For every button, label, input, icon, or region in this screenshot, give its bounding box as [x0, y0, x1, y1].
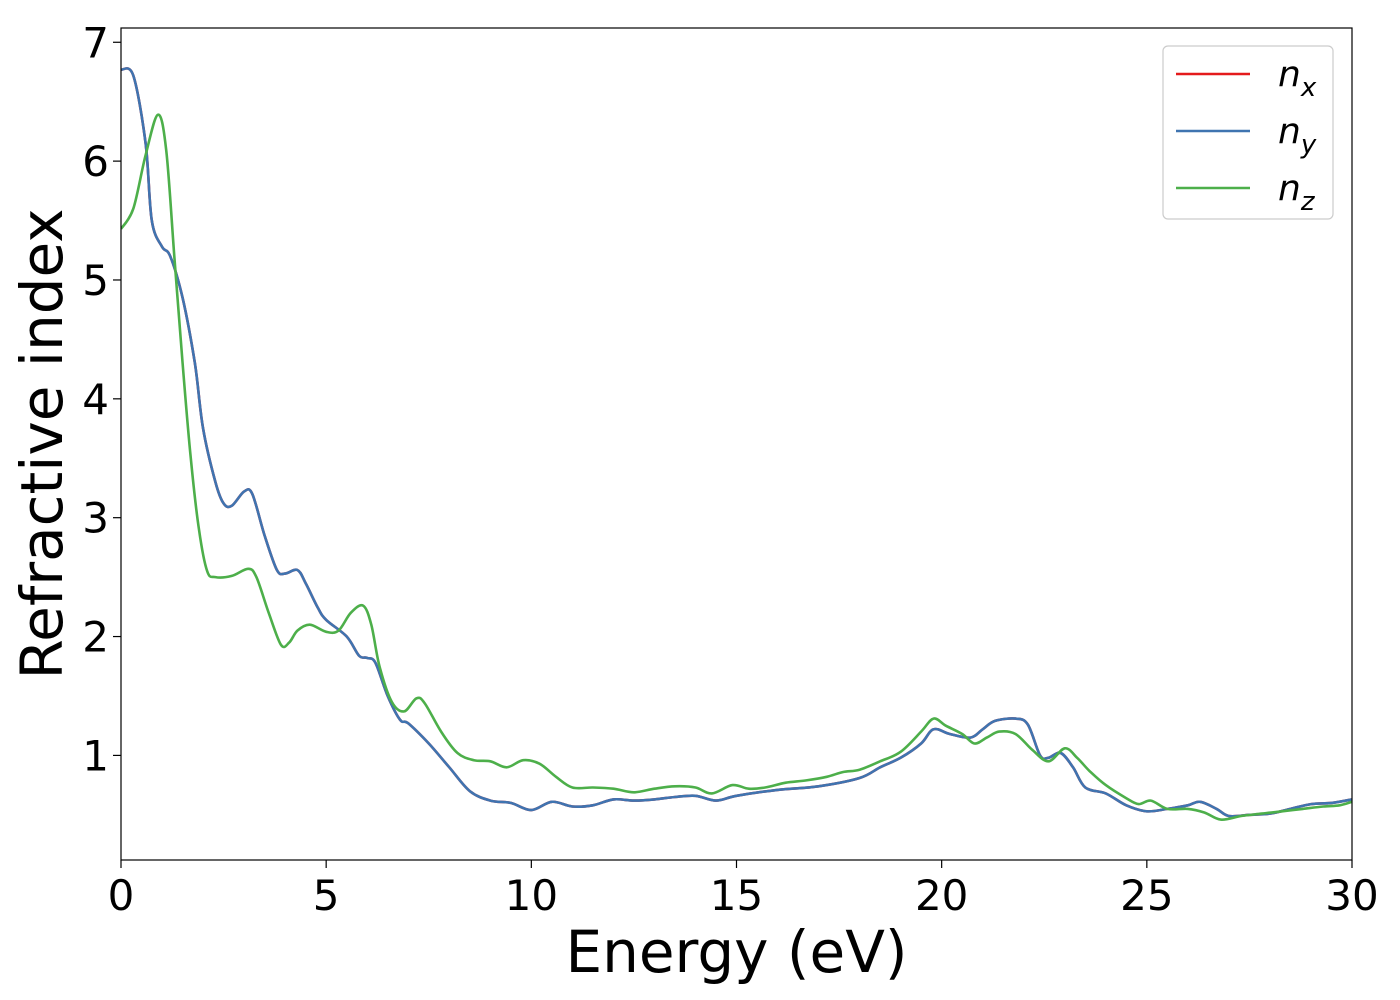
- y-tick-label: 5: [82, 256, 109, 305]
- y-axis-label: Refractive index: [8, 208, 76, 679]
- x-tick-label: 30: [1325, 871, 1378, 920]
- legend-entry-ny: ny: [1278, 111, 1317, 160]
- y-tick-label: 6: [82, 137, 109, 186]
- legend-box: [1162, 45, 1334, 220]
- x-axis-label: Energy (eV): [565, 918, 907, 986]
- y-tick-label: 4: [82, 375, 109, 424]
- axis-ticks: 0 5 10 15 20 25 30 1 2 3 4 5 6 7: [82, 18, 1378, 920]
- legend-subscript: z: [1300, 187, 1316, 217]
- x-tick-label: 25: [1120, 871, 1173, 920]
- legend-symbol: n: [1278, 111, 1301, 152]
- legend-symbol: n: [1278, 54, 1301, 95]
- y-tick-label: 2: [82, 613, 109, 662]
- legend-entry-nz: nz: [1278, 168, 1316, 217]
- y-tick-label: 1: [82, 731, 109, 780]
- legend-subscript: x: [1300, 73, 1317, 103]
- series-layer: [121, 67, 1352, 821]
- y-tick-label: 3: [82, 494, 109, 543]
- legend-subscript: y: [1300, 130, 1317, 160]
- x-tick-label: 10: [505, 871, 558, 920]
- legend-entry-nx: nx: [1278, 54, 1317, 103]
- x-tick-label: 5: [313, 871, 340, 920]
- x-tick-label: 15: [710, 871, 763, 920]
- x-tick-label: 0: [108, 871, 135, 920]
- legend-symbol: n: [1278, 168, 1301, 209]
- series-line-ny: [121, 67, 1352, 818]
- y-tick-label: 7: [82, 18, 109, 67]
- series-line-nz: [121, 113, 1352, 821]
- x-tick-label: 20: [915, 871, 968, 920]
